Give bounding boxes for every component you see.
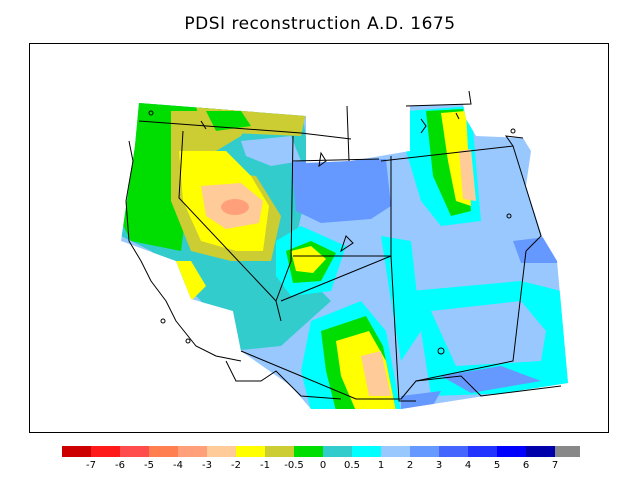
legend-label: 5: [493, 460, 501, 471]
blue-se: [441, 366, 541, 393]
blue-north: [291, 159, 391, 223]
lightblue-ring: [241, 136, 301, 166]
legend-label: 6: [522, 460, 530, 471]
legend-label: -3: [202, 460, 212, 471]
legend-swatch: [294, 446, 323, 457]
lightblue-se: [431, 301, 546, 366]
color-legend: [62, 446, 580, 457]
legend-swatch: [352, 446, 381, 457]
legend-label: -0.5: [284, 460, 304, 471]
map-frame: [29, 43, 609, 433]
yellow-central: [291, 246, 326, 273]
salmon-west: [221, 199, 249, 215]
legend-swatch: [497, 446, 526, 457]
legend-swatch: [381, 446, 410, 457]
legend-label: -4: [173, 460, 183, 471]
legend-label: 0.5: [344, 460, 360, 471]
legend-swatch: [120, 446, 149, 457]
legend-label: -7: [86, 460, 96, 471]
legend-label: 0: [319, 460, 327, 471]
legend-label: -5: [144, 460, 154, 471]
legend-label: 1: [377, 460, 385, 471]
green-north: [206, 111, 251, 131]
legend-swatch: [62, 446, 91, 457]
legend-label: 7: [551, 460, 559, 471]
peach-south: [361, 351, 391, 396]
legend-swatch: [468, 446, 497, 457]
legend-swatch: [526, 446, 555, 457]
legend-swatch: [555, 446, 580, 457]
legend-label: -6: [115, 460, 125, 471]
map-title: PDSI reconstruction A.D. 1675: [184, 14, 456, 34]
peach-ne: [459, 149, 476, 201]
legend-swatch: [265, 446, 294, 457]
legend-label: 4: [464, 460, 472, 471]
legend-label: 3: [435, 460, 443, 471]
blue-ne: [513, 237, 561, 263]
legend-swatch: [178, 446, 207, 457]
legend-label: 2: [406, 460, 414, 471]
legend-swatch: [207, 446, 236, 457]
legend-swatch: [439, 446, 468, 457]
legend-swatch: [149, 446, 178, 457]
legend-label: -1: [260, 460, 270, 471]
legend-swatch: [323, 446, 352, 457]
pdsi-map: [121, 90, 568, 409]
legend-swatch: [410, 446, 439, 457]
legend-label: -2: [231, 460, 241, 471]
legend-swatch: [236, 446, 265, 457]
boundary-lines: [125, 90, 562, 402]
cyan-east: [381, 236, 421, 361]
lakes: [148, 110, 516, 355]
legend-swatch: [91, 446, 120, 457]
